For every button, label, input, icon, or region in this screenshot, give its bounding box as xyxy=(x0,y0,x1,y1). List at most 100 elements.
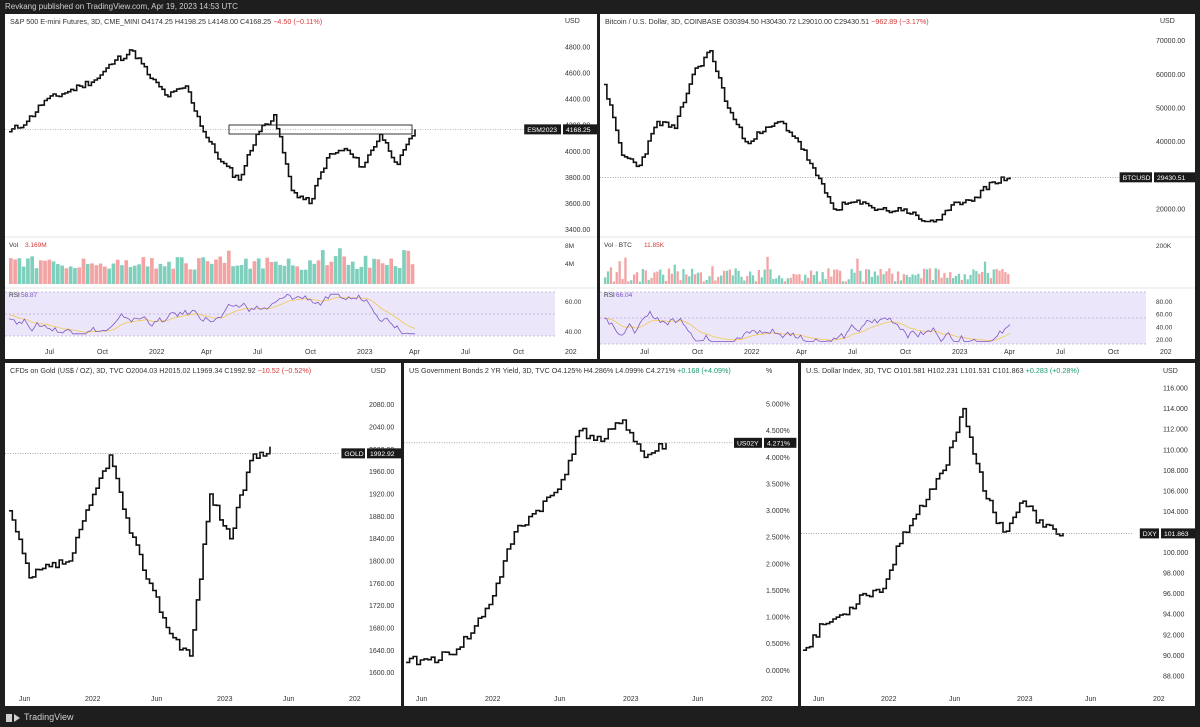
spx-vol-bar-26 xyxy=(120,265,124,284)
chart-panel-us02y[interactable]: 5.000% 4.500% 4.000% 3.500% 3.000% 2.500% 2.00… xyxy=(404,363,798,706)
btc-rsi-line xyxy=(603,310,1011,343)
spx-vol-bar-7 xyxy=(38,260,43,284)
btc-vol-bar-49 xyxy=(746,275,749,284)
btc-vol-bar-112 xyxy=(928,268,932,284)
btc-vol-bar-22 xyxy=(667,268,671,284)
btc-vol-bar-5 xyxy=(618,261,621,284)
btc-vol-bar-14 xyxy=(644,270,647,284)
chart-panel-spx[interactable]: 4800.004600.004400.004200.004000.003800.… xyxy=(5,14,597,359)
gold-currency: USD xyxy=(371,368,386,375)
spx-title: S&P 500 E-mini Futures, 3D, CME_MINI O41… xyxy=(10,17,322,26)
spx-vol-bar-34 xyxy=(154,268,158,284)
btc-rsi-tick-2: 40.00 xyxy=(1156,324,1173,331)
btc-vol-label: Vol · BTC xyxy=(604,242,632,249)
btc-y-tick-2: 50000.00 xyxy=(1156,106,1185,113)
btc-vol-bar-42 xyxy=(725,270,729,284)
btc-currency: USD xyxy=(1160,18,1175,25)
dxy-price-series xyxy=(803,407,1064,651)
spx-vol-bar-6 xyxy=(34,268,39,284)
btc-vol-bar-23 xyxy=(670,273,673,284)
spx-vol-bar-8 xyxy=(43,260,47,284)
btc-vol-bar-67 xyxy=(798,274,801,284)
dxy-x-label-5: 202 xyxy=(1153,696,1165,703)
spx-ohlc: O4174.25 H4198.25 L4148.00 C4168.25 xyxy=(141,17,272,26)
us02y-y-tick-2: 4.000% xyxy=(766,455,790,462)
spx-vol-bar-74 xyxy=(325,265,329,284)
us02y-x-label-3: 2023 xyxy=(623,696,639,703)
btc-vol-bar-126 xyxy=(969,274,972,284)
btc-vol-bar-57 xyxy=(769,269,772,284)
us02y-y-tick-1: 4.500% xyxy=(766,428,790,435)
gold-chart-svg[interactable]: 2080.002040.002000.001960.001920.001880.… xyxy=(5,363,401,706)
chart-panel-dxy[interactable]: 116.000 114.000 112.000 110.000 108.000 106.0… xyxy=(801,363,1195,706)
us02y-y-tick-4: 3.000% xyxy=(766,508,790,515)
btc-vol-bar-101 xyxy=(896,271,900,284)
btc-vol-bar-43 xyxy=(728,269,731,284)
gold-title: CFDs on Gold (US$ / OZ), 3D, TVC O2004.0… xyxy=(10,366,311,375)
spx-vol-bar-46 xyxy=(205,261,210,284)
gold-last-price-tag-bg xyxy=(367,448,401,459)
spx-chart-svg[interactable]: 4800.004600.004400.004200.004000.003800.… xyxy=(5,14,597,359)
btc-vol-bar-37 xyxy=(711,266,714,284)
dxy-chart-svg[interactable]: 116.000 114.000 112.000 110.000 108.000 106.0… xyxy=(801,363,1195,706)
btc-vol-bar-17 xyxy=(653,272,656,284)
spx-vol-bar-30 xyxy=(137,264,141,284)
spx-vol-bar-72 xyxy=(316,260,321,284)
spx-vol-bar-61 xyxy=(269,261,274,284)
gold-last-price-tag: 1992.92 xyxy=(370,451,395,458)
btc-chart-svg[interactable]: 70000.0060000.0050000.0040000.0030000.00… xyxy=(600,14,1195,359)
btc-vol-bar-32 xyxy=(696,272,700,284)
chart-panel-gold[interactable]: 2080.002040.002000.001960.001920.001880.… xyxy=(5,363,401,706)
btc-vol-bar-69 xyxy=(804,274,807,284)
gold-y-tick-8: 1760.00 xyxy=(369,581,394,588)
spx-vol-bar-44 xyxy=(197,258,201,284)
chart-panel-btc[interactable]: 70000.0060000.0050000.0040000.0030000.00… xyxy=(600,14,1195,359)
us02y-chart-svg[interactable]: 5.000% 4.500% 4.000% 3.500% 3.000% 2.500% 2.00… xyxy=(404,363,798,706)
dxy-y-tick-5: 106.000 xyxy=(1163,488,1188,495)
btc-vol-bar-45 xyxy=(734,268,737,284)
spx-symbol-title: S&P 500 E-mini Futures, 3D, CME_MINI xyxy=(10,17,140,26)
spx-vol-bar-27 xyxy=(124,260,129,284)
publish-header: Revkang published on TradingView.com, Ap… xyxy=(5,2,238,11)
btc-vol-bar-139 xyxy=(1007,274,1010,284)
dxy-y-tick-13: 90.000 xyxy=(1163,653,1185,660)
spx-vol-bar-86 xyxy=(376,259,381,284)
spx-vol-bar-19 xyxy=(90,263,94,284)
gold-y-tick-6: 1840.00 xyxy=(369,536,394,543)
spx-vol-bar-24 xyxy=(111,263,116,284)
dxy-ohlc: O101.581 H102.231 L101.531 C101.863 xyxy=(893,366,1024,375)
spx-vol-bar-3 xyxy=(21,266,26,284)
btc-vol-bar-21 xyxy=(664,280,668,284)
btc-vol-bar-30 xyxy=(691,268,694,284)
btc-vol-bar-114 xyxy=(934,268,937,284)
btc-ticker-tag: BTCUSD xyxy=(1123,175,1151,182)
dxy-x-label-3: 2023 xyxy=(1017,696,1033,703)
spx-vol-bar-73 xyxy=(320,250,325,284)
btc-rsi-tick-3: 20.00 xyxy=(1156,337,1173,344)
gold-y-tick-9: 1720.00 xyxy=(369,603,394,610)
spx-y-tick-7: 3400.00 xyxy=(565,227,590,234)
gold-ticker-tag: GOLD xyxy=(344,451,363,458)
spx-vol-bar-51 xyxy=(226,250,231,284)
gold-y-tick-1: 2040.00 xyxy=(369,425,394,432)
btc-vol-bar-20 xyxy=(662,274,665,284)
btc-title: Bitcoin / U.S. Dollar, 3D, COINBASE O303… xyxy=(605,17,929,26)
btc-vol-bar-93 xyxy=(873,271,876,284)
us02y-y-tick-0: 5.000% xyxy=(766,401,790,408)
btc-vol-bar-61 xyxy=(780,278,784,284)
btc-vol-bar-109 xyxy=(920,278,923,284)
spx-vol-bar-42 xyxy=(188,269,193,284)
spx-vol-bar-69 xyxy=(303,269,308,284)
dxy-y-tick-8: 100.000 xyxy=(1163,550,1188,557)
spx-x-label-0: Jul xyxy=(45,349,54,356)
btc-vol-bar-103 xyxy=(902,274,905,284)
btc-x-label-1: Oct xyxy=(692,349,703,356)
spx-vol-bar-89 xyxy=(389,258,394,284)
spx-y-tick-6: 3600.00 xyxy=(565,201,590,208)
btc-vol-bar-54 xyxy=(760,277,763,284)
dxy-title: U.S. Dollar Index, 3D, TVC O101.581 H102… xyxy=(806,366,1079,375)
btc-vol-bar-41 xyxy=(722,270,726,284)
spx-vol-bar-58 xyxy=(256,258,261,284)
footer-bar: TradingView xyxy=(0,708,1200,727)
btc-ohlc: O30394.50 H30430.72 L29010.00 C29430.51 xyxy=(723,17,870,26)
